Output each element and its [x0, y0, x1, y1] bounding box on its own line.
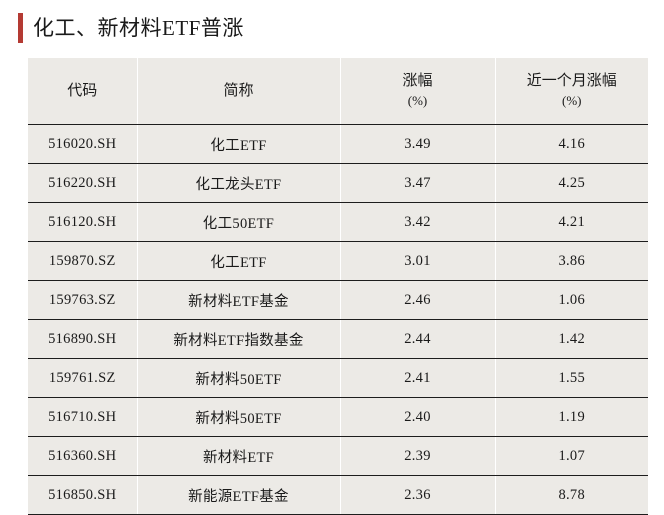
- column-header-short-name: 简称: [137, 58, 341, 125]
- cell-short-name: 化工50ETF: [137, 202, 341, 242]
- cell-month-change: 1.42: [495, 319, 648, 359]
- cell-change: 2.41: [340, 358, 496, 398]
- cell-month-change: 4.16: [495, 124, 648, 164]
- table-row: 516020.SH 化工ETF 3.49 4.16: [28, 124, 648, 164]
- cell-short-name: 新材料ETF: [137, 436, 341, 476]
- etf-table-container: 代码 简称 涨幅 (%) 近一个月涨幅 (%) 516020.SH 化工ETF: [28, 58, 648, 515]
- cell-change: 3.01: [340, 241, 496, 281]
- column-header-change: 涨幅 (%): [340, 58, 496, 125]
- table-row: 516710.SH 新材料50ETF 2.40 1.19: [28, 397, 648, 437]
- cell-short-name: 化工ETF: [137, 241, 341, 281]
- table-row: 159870.SZ 化工ETF 3.01 3.86: [28, 241, 648, 281]
- page-title: 化工、新材料ETF普涨: [18, 12, 244, 44]
- table-row: 516850.SH 新能源ETF基金 2.36 8.78: [28, 475, 648, 515]
- cell-code: 159761.SZ: [28, 358, 138, 398]
- column-header-code: 代码: [28, 58, 138, 125]
- cell-change: 3.49: [340, 124, 496, 164]
- column-header-month-change: 近一个月涨幅 (%): [495, 58, 648, 125]
- table-header-row: 代码 简称 涨幅 (%) 近一个月涨幅 (%): [28, 58, 648, 125]
- cell-short-name: 新材料50ETF: [137, 397, 341, 437]
- cell-short-name: 新能源ETF基金: [137, 475, 341, 515]
- cell-change: 2.40: [340, 397, 496, 437]
- cell-change: 3.42: [340, 202, 496, 242]
- column-header-month-change-label: 近一个月涨幅: [526, 73, 617, 89]
- title-accent-bar: [18, 13, 23, 43]
- column-header-change-label: 涨幅: [402, 73, 433, 89]
- cell-code: 516020.SH: [28, 124, 138, 164]
- column-header-month-change-unit: (%): [562, 93, 582, 108]
- cell-code: 516850.SH: [28, 475, 138, 515]
- cell-code: 159763.SZ: [28, 280, 138, 320]
- cell-month-change: 3.86: [495, 241, 648, 281]
- table-row: 516890.SH 新材料ETF指数基金 2.44 1.42: [28, 319, 648, 359]
- cell-change: 2.36: [340, 475, 496, 515]
- cell-change: 2.46: [340, 280, 496, 320]
- table-body: 516020.SH 化工ETF 3.49 4.16 516220.SH 化工龙头…: [28, 124, 648, 515]
- table-row: 516120.SH 化工50ETF 3.42 4.21: [28, 202, 648, 242]
- table-row: 159763.SZ 新材料ETF基金 2.46 1.06: [28, 280, 648, 320]
- column-header-code-label: 代码: [67, 83, 98, 99]
- cell-code: 159870.SZ: [28, 241, 138, 281]
- cell-short-name: 化工龙头ETF: [137, 163, 341, 203]
- cell-month-change: 4.21: [495, 202, 648, 242]
- table-row: 159761.SZ 新材料50ETF 2.41 1.55: [28, 358, 648, 398]
- etf-table: 代码 简称 涨幅 (%) 近一个月涨幅 (%) 516020.SH 化工ETF: [28, 58, 648, 515]
- cell-code: 516120.SH: [28, 202, 138, 242]
- cell-change: 2.39: [340, 436, 496, 476]
- cell-short-name: 新材料50ETF: [137, 358, 341, 398]
- cell-short-name: 新材料ETF基金: [137, 280, 341, 320]
- cell-month-change: 4.25: [495, 163, 648, 203]
- column-header-short-name-label: 简称: [223, 83, 254, 99]
- cell-month-change: 8.78: [495, 475, 648, 515]
- cell-month-change: 1.07: [495, 436, 648, 476]
- cell-short-name: 新材料ETF指数基金: [137, 319, 341, 359]
- cell-code: 516710.SH: [28, 397, 138, 437]
- cell-change: 3.47: [340, 163, 496, 203]
- cell-change: 2.44: [340, 319, 496, 359]
- table-header: 代码 简称 涨幅 (%) 近一个月涨幅 (%): [28, 58, 648, 125]
- cell-month-change: 1.19: [495, 397, 648, 437]
- cell-code: 516360.SH: [28, 436, 138, 476]
- cell-month-change: 1.06: [495, 280, 648, 320]
- cell-code: 516890.SH: [28, 319, 138, 359]
- cell-code: 516220.SH: [28, 163, 138, 203]
- table-row: 516360.SH 新材料ETF 2.39 1.07: [28, 436, 648, 476]
- table-row: 516220.SH 化工龙头ETF 3.47 4.25: [28, 163, 648, 203]
- page-title-text: 化工、新材料ETF普涨: [33, 16, 244, 40]
- cell-month-change: 1.55: [495, 358, 648, 398]
- column-header-change-unit: (%): [407, 93, 428, 108]
- cell-short-name: 化工ETF: [137, 124, 341, 164]
